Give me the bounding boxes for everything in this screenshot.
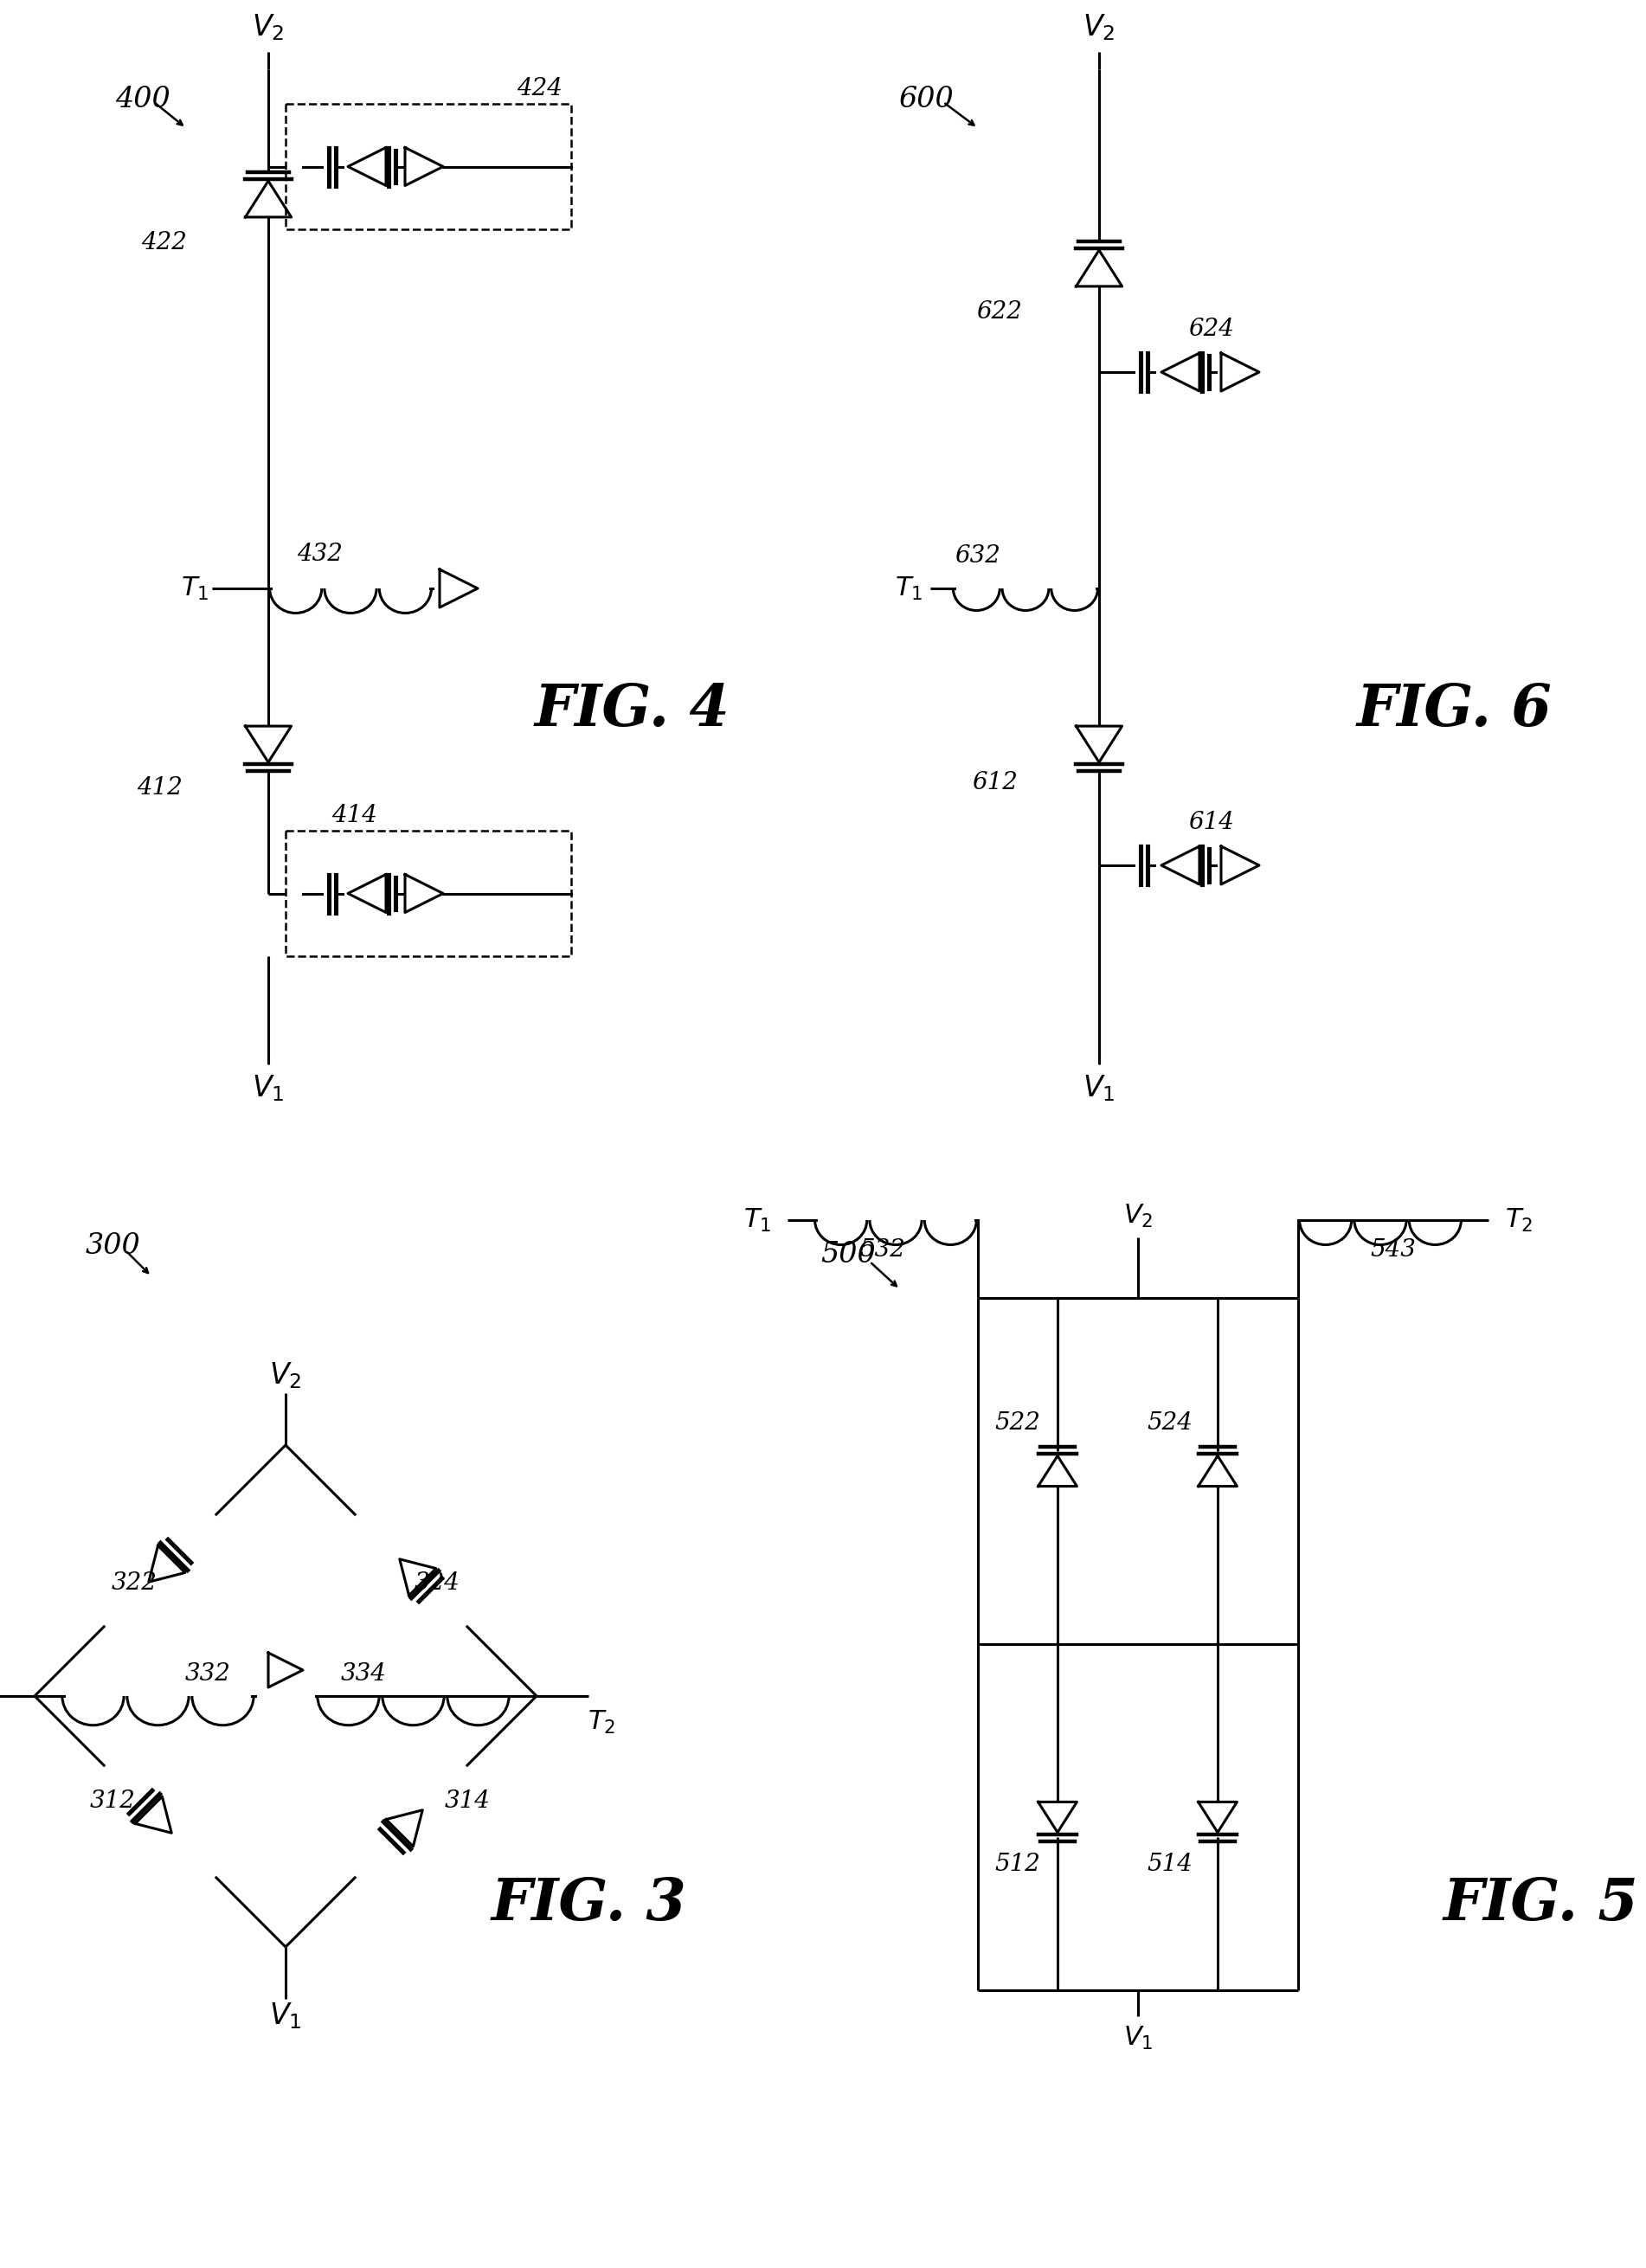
Text: $V_{2}$: $V_{2}$ <box>1083 14 1116 43</box>
Text: 312: 312 <box>89 1789 135 1812</box>
Text: 600: 600 <box>899 86 953 113</box>
Polygon shape <box>1198 1456 1238 1486</box>
Text: $V_{2}$: $V_{2}$ <box>270 1361 301 1390</box>
Polygon shape <box>405 875 443 912</box>
Text: FIG. 4: FIG. 4 <box>533 680 729 737</box>
Polygon shape <box>439 569 477 608</box>
Text: 314: 314 <box>444 1789 491 1812</box>
Text: 322: 322 <box>112 1572 156 1594</box>
Polygon shape <box>1039 1456 1076 1486</box>
Polygon shape <box>400 1558 436 1594</box>
Text: $T_{2}$: $T_{2}$ <box>1504 1207 1532 1234</box>
Text: 432: 432 <box>298 542 342 565</box>
Polygon shape <box>1198 1803 1238 1833</box>
Polygon shape <box>245 726 291 762</box>
Text: 514: 514 <box>1147 1853 1192 1876</box>
Text: FIG. 3: FIG. 3 <box>491 1876 686 1932</box>
Text: FIG. 6: FIG. 6 <box>1356 680 1552 737</box>
Polygon shape <box>1076 249 1123 286</box>
Text: 524: 524 <box>1147 1411 1192 1436</box>
Text: 512: 512 <box>994 1853 1040 1876</box>
Text: 324: 324 <box>415 1572 459 1594</box>
Text: 632: 632 <box>955 544 1001 567</box>
Text: $T_{1}$: $T_{1}$ <box>895 576 923 601</box>
Text: 612: 612 <box>973 771 1019 794</box>
Polygon shape <box>1221 354 1259 390</box>
Text: 532: 532 <box>859 1238 905 1261</box>
Polygon shape <box>1162 846 1200 885</box>
Polygon shape <box>405 147 443 186</box>
Polygon shape <box>1162 354 1200 390</box>
Text: 624: 624 <box>1188 318 1234 340</box>
Text: 400: 400 <box>115 86 171 113</box>
Polygon shape <box>1221 846 1259 885</box>
Text: FIG. 5: FIG. 5 <box>1444 1876 1638 1932</box>
Text: 424: 424 <box>517 77 563 100</box>
Text: 300: 300 <box>86 1232 140 1261</box>
Polygon shape <box>1076 726 1123 762</box>
Text: $V_{1}$: $V_{1}$ <box>1083 1073 1116 1105</box>
Text: $V_{1}$: $V_{1}$ <box>270 2000 301 2032</box>
Text: 332: 332 <box>184 1662 230 1685</box>
Text: $V_{1}$: $V_{1}$ <box>252 1073 285 1105</box>
Text: 414: 414 <box>332 803 377 828</box>
Polygon shape <box>347 875 385 912</box>
Text: 614: 614 <box>1188 810 1234 835</box>
Text: 522: 522 <box>994 1411 1040 1436</box>
Polygon shape <box>347 147 385 186</box>
Text: 422: 422 <box>142 231 188 254</box>
Text: $T_{1}$: $T_{1}$ <box>744 1207 772 1234</box>
Text: 622: 622 <box>976 299 1022 324</box>
Text: $T_{2}$: $T_{2}$ <box>588 1708 616 1735</box>
Text: 412: 412 <box>137 776 183 798</box>
Text: $V_{1}$: $V_{1}$ <box>1123 2025 1152 2050</box>
Text: 500: 500 <box>820 1241 876 1268</box>
Text: $T_{1}$: $T_{1}$ <box>181 576 209 601</box>
Text: $V_{2}$: $V_{2}$ <box>1123 1202 1152 1229</box>
Text: $V_{2}$: $V_{2}$ <box>252 14 285 43</box>
Polygon shape <box>1039 1803 1076 1833</box>
Polygon shape <box>387 1810 423 1846</box>
Text: 334: 334 <box>341 1662 387 1685</box>
Polygon shape <box>148 1545 184 1583</box>
Polygon shape <box>245 181 291 218</box>
Polygon shape <box>135 1796 171 1833</box>
Polygon shape <box>268 1653 303 1687</box>
Text: 543: 543 <box>1371 1238 1416 1261</box>
